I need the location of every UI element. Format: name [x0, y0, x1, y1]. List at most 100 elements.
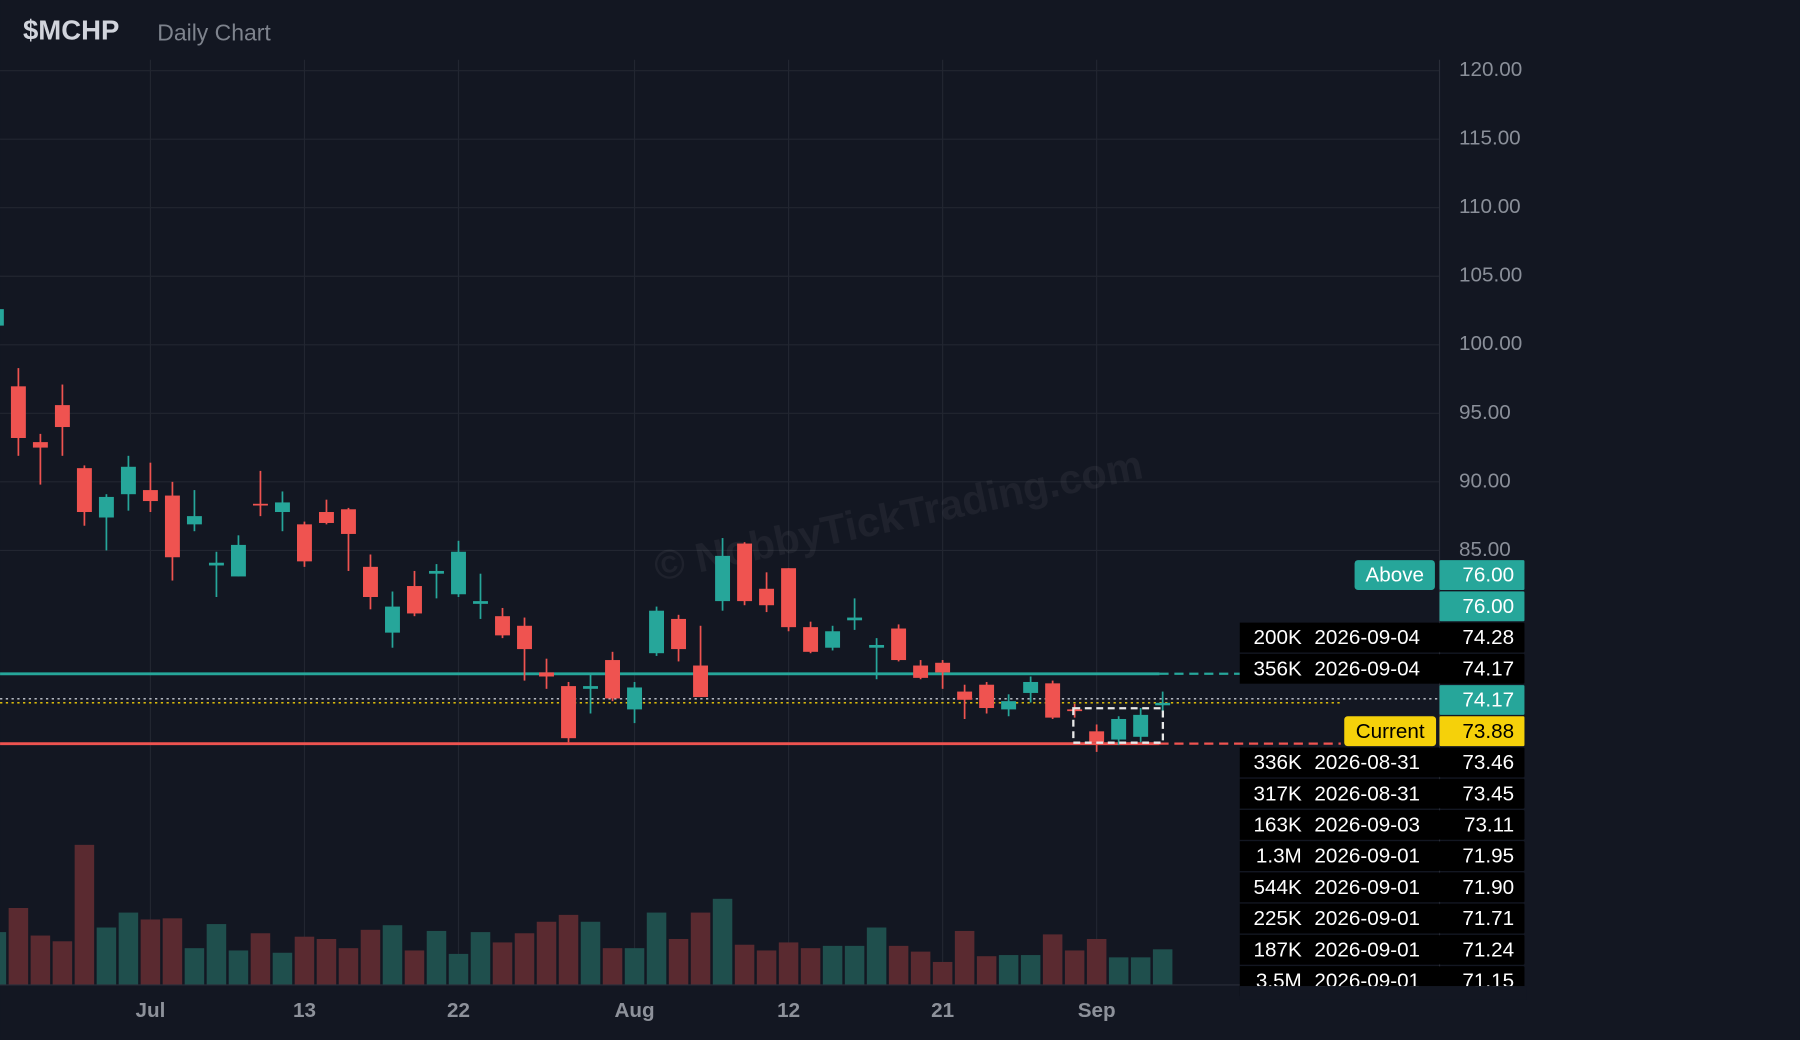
- candle-body: [54, 405, 70, 428]
- volume-bar: [580, 921, 601, 985]
- candle-body: [32, 442, 48, 448]
- volume-bar: [778, 942, 799, 985]
- volume-bar: [690, 912, 711, 985]
- x-tick-label: Aug: [614, 999, 654, 1022]
- price-value: 76.00: [1462, 595, 1514, 618]
- volume-bar: [822, 945, 843, 985]
- candle-body: [957, 691, 973, 700]
- volume-label: 200K: [1254, 626, 1302, 649]
- candle-body: [473, 601, 488, 604]
- info-box: [1239, 622, 1440, 653]
- date-label: 2026-08-31: [1314, 751, 1420, 774]
- volume-bar: [668, 938, 689, 985]
- candle-body: [759, 588, 775, 606]
- volume-bar: [932, 961, 953, 985]
- price-value: 74.17: [1462, 689, 1514, 712]
- price-box: [1439, 747, 1525, 778]
- info-box: [1239, 934, 1440, 965]
- price-value: 71.24: [1462, 938, 1514, 961]
- candle-body: [605, 660, 620, 699]
- volume-label: 336K: [1254, 751, 1302, 774]
- price-value: 73.88: [1462, 720, 1514, 743]
- price-box: [1439, 809, 1525, 840]
- volume-bar: [514, 933, 535, 985]
- volume-bar: [866, 927, 887, 985]
- candle-body: [208, 562, 224, 566]
- x-tick-label: 13: [293, 999, 316, 1022]
- candle-body: [715, 555, 731, 602]
- price-box: [1439, 653, 1525, 684]
- info-box: [1239, 841, 1440, 872]
- price-box: [1439, 685, 1525, 715]
- volume-bar: [756, 950, 777, 985]
- volume-bar: [910, 951, 931, 985]
- price-box: [1439, 591, 1525, 622]
- candle-body: [869, 644, 885, 648]
- candle-body: [1067, 709, 1083, 712]
- volume-bar: [1042, 934, 1063, 985]
- candle-body: [164, 495, 180, 558]
- volume-bar: [30, 935, 51, 985]
- volume-bar: [712, 898, 733, 985]
- label-clip: [1239, 986, 1527, 1000]
- candle-body: [429, 570, 444, 574]
- volume-bar: [954, 930, 975, 985]
- volume-label: 187K: [1254, 938, 1302, 961]
- price-value: 71.95: [1462, 845, 1514, 868]
- axes: 120.00 115.00 110.00 105.00 100.00 95.00 90.00…: [135, 58, 1522, 1022]
- volume-bar: [624, 948, 645, 985]
- volume-label: 1.3M: [1256, 845, 1302, 868]
- y-tick-label: 90.00: [1459, 469, 1511, 492]
- volume-bar: [0, 932, 7, 985]
- candle-body: [891, 628, 907, 661]
- y-tick-label: 85.00: [1459, 538, 1511, 561]
- candle-body: [76, 468, 92, 513]
- candle-body: [319, 512, 334, 523]
- candle-body: [649, 610, 665, 654]
- candle-body: [825, 631, 841, 648]
- info-box: [1239, 778, 1440, 809]
- price-box: [1439, 934, 1525, 965]
- tag-box: [1344, 716, 1437, 747]
- price-value: 74.28: [1462, 626, 1514, 649]
- volume-bar: [250, 933, 271, 985]
- candle-body: [803, 627, 819, 652]
- tag-box: [1354, 560, 1435, 591]
- volume-bar: [976, 956, 997, 985]
- price-box: [1439, 872, 1525, 903]
- volume-label: 317K: [1254, 782, 1302, 805]
- date-label: 2026-09-04: [1314, 626, 1420, 649]
- candle-body: [1001, 701, 1017, 710]
- y-tick-label: 105.00: [1459, 264, 1522, 287]
- price-box: [1439, 560, 1525, 591]
- candle-body: [1089, 731, 1105, 743]
- pattern-box: [1072, 707, 1165, 744]
- x-tick-label: 12: [777, 999, 800, 1022]
- info-box: [1239, 747, 1440, 778]
- candle-body: [407, 586, 422, 614]
- candle-body: [627, 687, 642, 710]
- candle-body: [1111, 718, 1127, 740]
- candle-body: [1133, 714, 1149, 737]
- volume-bar: [1152, 949, 1173, 985]
- tag-label: Above: [1365, 564, 1424, 587]
- price-value: 74.17: [1462, 657, 1514, 680]
- date-label: 2026-09-01: [1314, 845, 1420, 868]
- candle-body: [913, 665, 929, 678]
- candle-body: [1155, 702, 1171, 706]
- volume-bar: [162, 918, 183, 985]
- volume-bar: [844, 945, 865, 985]
- volume-bar: [272, 952, 293, 985]
- volume-bar: [558, 914, 579, 985]
- candle-body: [737, 543, 753, 602]
- candle-body: [1045, 683, 1061, 718]
- candles: [0, 309, 1171, 752]
- candle-body: [385, 606, 400, 633]
- price-value: 73.11: [1464, 813, 1514, 836]
- y-tick-label: 115.00: [1459, 127, 1521, 150]
- price-box: [1439, 778, 1525, 809]
- x-tick-label: 21: [931, 999, 954, 1022]
- candle-body: [10, 386, 26, 438]
- date-label: 2026-09-04: [1314, 657, 1420, 680]
- candle-body: [274, 502, 290, 513]
